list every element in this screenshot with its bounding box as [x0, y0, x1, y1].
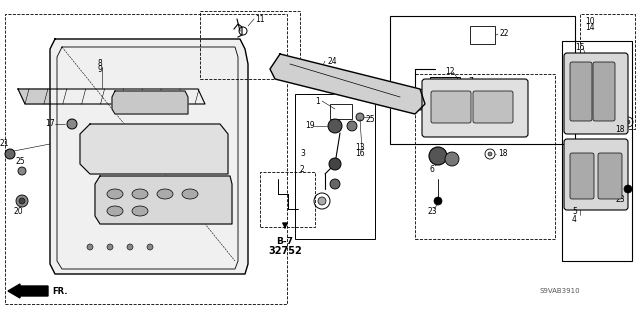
Ellipse shape: [132, 206, 148, 216]
FancyArrow shape: [8, 284, 48, 298]
Circle shape: [107, 244, 113, 250]
Circle shape: [432, 99, 442, 109]
Bar: [330, 104, 352, 119]
FancyBboxPatch shape: [593, 62, 615, 121]
Text: 4: 4: [572, 214, 577, 224]
Bar: [260, 172, 315, 227]
Bar: [562, 41, 632, 261]
Text: 1: 1: [315, 97, 320, 106]
Circle shape: [318, 197, 326, 205]
Text: 14: 14: [585, 24, 595, 33]
FancyBboxPatch shape: [431, 91, 471, 123]
Polygon shape: [18, 89, 205, 104]
Circle shape: [414, 98, 426, 110]
FancyBboxPatch shape: [598, 153, 622, 199]
Circle shape: [330, 179, 340, 189]
Text: 21: 21: [0, 139, 10, 149]
Text: 23: 23: [428, 206, 438, 216]
Circle shape: [429, 147, 447, 165]
Circle shape: [434, 197, 442, 205]
Circle shape: [356, 113, 364, 121]
Ellipse shape: [107, 189, 123, 199]
FancyBboxPatch shape: [570, 153, 594, 199]
Text: 25: 25: [15, 157, 24, 166]
Text: 23: 23: [615, 195, 625, 204]
Polygon shape: [80, 124, 228, 174]
FancyBboxPatch shape: [564, 53, 628, 134]
Text: 13: 13: [355, 143, 365, 152]
Ellipse shape: [132, 189, 148, 199]
Circle shape: [5, 149, 15, 159]
FancyBboxPatch shape: [422, 79, 528, 137]
Bar: [200, 11, 300, 79]
Circle shape: [445, 152, 459, 166]
Text: 18: 18: [615, 124, 625, 133]
FancyBboxPatch shape: [564, 139, 628, 210]
Text: 32752: 32752: [268, 246, 302, 256]
Circle shape: [16, 195, 28, 207]
Text: 12: 12: [445, 66, 454, 76]
Circle shape: [67, 119, 77, 129]
Text: 6: 6: [430, 165, 435, 174]
Polygon shape: [112, 91, 188, 114]
Circle shape: [87, 244, 93, 250]
Text: 22: 22: [500, 29, 509, 39]
Bar: [470, 26, 495, 44]
Bar: [390, 16, 575, 144]
Bar: [430, 77, 460, 97]
Text: 5: 5: [572, 207, 577, 217]
Text: 15: 15: [575, 42, 584, 51]
Circle shape: [488, 152, 492, 156]
FancyBboxPatch shape: [570, 62, 592, 121]
Text: 18: 18: [498, 150, 508, 159]
Text: S9VAB3910: S9VAB3910: [540, 288, 580, 294]
Polygon shape: [270, 54, 425, 114]
Bar: [580, 14, 635, 129]
Circle shape: [18, 167, 26, 175]
Text: 11: 11: [255, 14, 264, 24]
Circle shape: [147, 244, 153, 250]
Circle shape: [328, 119, 342, 133]
Ellipse shape: [157, 189, 173, 199]
Text: 9: 9: [97, 65, 102, 75]
Bar: [295, 94, 375, 239]
Text: 25: 25: [365, 115, 374, 123]
Text: 24: 24: [327, 56, 337, 65]
Text: 7: 7: [468, 78, 473, 86]
FancyBboxPatch shape: [473, 91, 513, 123]
Text: 19: 19: [448, 100, 458, 108]
Text: 17: 17: [45, 120, 54, 129]
Text: 3: 3: [300, 150, 305, 159]
Text: 2: 2: [300, 165, 305, 174]
Circle shape: [19, 198, 25, 204]
Circle shape: [624, 185, 632, 193]
Text: 19: 19: [305, 122, 315, 130]
Polygon shape: [50, 39, 248, 274]
Text: B-7: B-7: [276, 236, 294, 246]
Circle shape: [626, 120, 630, 124]
Circle shape: [127, 244, 133, 250]
Polygon shape: [95, 176, 232, 224]
Bar: [415, 74, 555, 239]
Text: 16: 16: [355, 149, 365, 158]
Text: 8: 8: [97, 60, 102, 69]
Text: FR.: FR.: [52, 286, 67, 295]
Text: 10: 10: [585, 17, 595, 26]
Ellipse shape: [107, 206, 123, 216]
Text: 20: 20: [13, 206, 22, 216]
Circle shape: [347, 121, 357, 131]
Circle shape: [329, 158, 341, 170]
Ellipse shape: [182, 189, 198, 199]
Bar: [5, 14, 287, 304]
